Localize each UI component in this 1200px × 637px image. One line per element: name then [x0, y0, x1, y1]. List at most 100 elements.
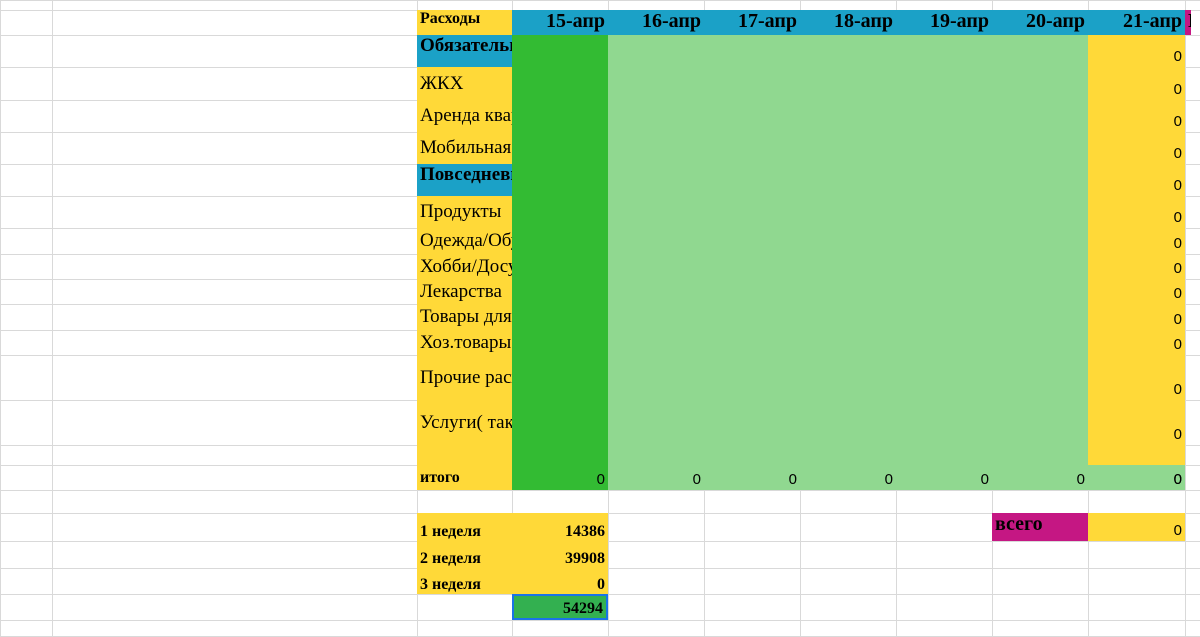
day-cell [992, 35, 1088, 67]
week-label: 3 неделя [417, 568, 512, 594]
day-cell [992, 100, 1088, 132]
day-cell [992, 445, 1088, 465]
day-cell [608, 355, 704, 400]
day-cell [512, 304, 608, 330]
day-cell [896, 196, 992, 228]
day-cell [800, 330, 896, 355]
row-label: Мобильная связь, интернет [417, 132, 512, 164]
date-header: 16-апр [608, 10, 704, 35]
day-cell [896, 445, 992, 465]
day-cell [608, 304, 704, 330]
day-cell [800, 355, 896, 400]
row-total: 0 [1088, 196, 1185, 228]
day-cell [992, 330, 1088, 355]
grand-row-total: 0 [1173, 471, 1182, 488]
row-label: Услуги( такси, салоны и т.п) [417, 400, 512, 445]
day-cell [800, 164, 896, 196]
day-cell [704, 35, 800, 67]
row-label: Прочие расходы (ДР, детям,переводы) [417, 355, 512, 400]
day-cell [704, 196, 800, 228]
row-label: Одежда/Обувь [417, 228, 512, 254]
day-cell [512, 445, 608, 465]
day-total: 0 [512, 465, 608, 490]
row-total: 0 [1088, 330, 1185, 355]
day-cell [896, 304, 992, 330]
day-cell [800, 35, 896, 67]
grand-value: 0 [1088, 513, 1185, 541]
blank-cell [417, 445, 512, 465]
day-cell [992, 196, 1088, 228]
day-cell [800, 400, 896, 445]
row-total: 0 [1088, 35, 1185, 67]
day-total: 0 [1088, 465, 1185, 490]
day-cell [800, 254, 896, 279]
day-cell [896, 100, 992, 132]
day-cell [512, 228, 608, 254]
row-label: Аренда квартиры [417, 100, 512, 132]
day-cell [704, 279, 800, 304]
day-cell [992, 164, 1088, 196]
day-cell [704, 228, 800, 254]
day-total: 0 [704, 465, 800, 490]
day-cell [608, 400, 704, 445]
day-cell [608, 254, 704, 279]
section-title: Повседневные расходы [417, 164, 512, 196]
day-cell [512, 100, 608, 132]
day-cell [800, 445, 896, 465]
date-header: 15-апр [512, 10, 608, 35]
day-cell [800, 132, 896, 164]
section-title: Обязательные [417, 35, 512, 67]
day-cell [992, 304, 1088, 330]
day-cell [896, 67, 992, 100]
day-cell [992, 400, 1088, 445]
row-label: Товары для дома [417, 304, 512, 330]
day-total: 0 [800, 465, 896, 490]
grid-line [0, 620, 1200, 621]
day-cell [896, 164, 992, 196]
day-total: 0 [608, 465, 704, 490]
day-cell [512, 400, 608, 445]
day-cell [896, 35, 992, 67]
day-cell [704, 164, 800, 196]
row-total: 0 [1088, 100, 1185, 132]
day-cell [608, 132, 704, 164]
day-cell [608, 67, 704, 100]
row-total: 0 [1088, 304, 1185, 330]
day-cell [800, 196, 896, 228]
day-cell [512, 279, 608, 304]
day-cell [896, 254, 992, 279]
row-total: 0 [1088, 254, 1185, 279]
day-cell [896, 279, 992, 304]
blank-cell [1088, 445, 1185, 465]
day-cell [512, 355, 608, 400]
day-cell [800, 279, 896, 304]
day-cell [992, 279, 1088, 304]
week-value: 39908 [512, 541, 608, 568]
day-cell [608, 279, 704, 304]
week-label: 1 неделя [417, 513, 512, 541]
day-cell [992, 254, 1088, 279]
row-total: 0 [1088, 279, 1185, 304]
day-cell [608, 100, 704, 132]
day-cell [800, 228, 896, 254]
day-cell [512, 196, 608, 228]
row-label: Хоз.товары [417, 330, 512, 355]
total-header: Итого [1185, 10, 1191, 35]
day-cell [992, 67, 1088, 100]
day-cell [608, 228, 704, 254]
row-total: 0 [1088, 164, 1185, 196]
day-cell [896, 400, 992, 445]
week-label: 2 неделя [417, 541, 512, 568]
date-header: 19-апр [896, 10, 992, 35]
day-cell [512, 164, 608, 196]
day-cell [896, 132, 992, 164]
grid-line [52, 0, 53, 636]
day-cell [512, 67, 608, 100]
weeks-sum: 54294 [512, 594, 608, 620]
day-cell [800, 67, 896, 100]
header-label: Расходы [417, 10, 512, 35]
row-label: Продукты [417, 196, 512, 228]
date-header: 18-апр [800, 10, 896, 35]
grid-line [0, 490, 1200, 491]
